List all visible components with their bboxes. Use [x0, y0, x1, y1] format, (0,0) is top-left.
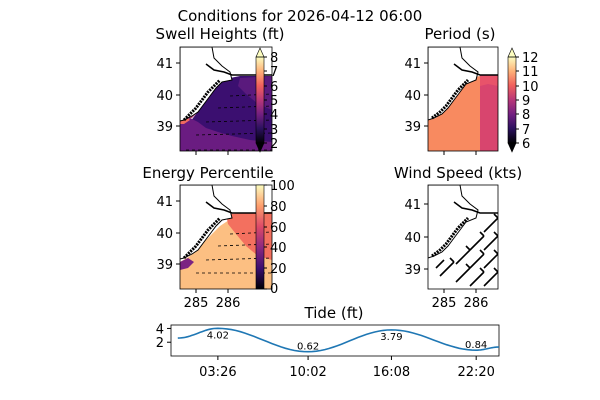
energy-lat-tick: 40	[156, 227, 173, 242]
period-offshore-field	[480, 75, 498, 151]
swell-cbar-tick: 8	[270, 51, 278, 66]
swell-cbar-tick: 2	[270, 137, 278, 152]
period-lat-tick: 41	[404, 57, 421, 72]
tide-y-tick: 2	[156, 336, 164, 351]
energy-cbar-tick: 100	[270, 179, 295, 194]
tide-axes	[170, 324, 500, 357]
period-cbar-tick: 10	[522, 80, 539, 95]
period-cbar-tick: 9	[522, 94, 530, 109]
wind-lon-tick: 286	[464, 296, 489, 311]
swell-cbar-tick: 3	[270, 123, 278, 138]
energy-lon-tick: 285	[184, 296, 209, 311]
period-cbar-tick: 7	[522, 123, 530, 138]
energy-cbar-tick: 60	[270, 221, 287, 236]
energy-cbar-tick: 40	[270, 241, 287, 256]
wind-lat-tick: 39	[404, 263, 421, 278]
period-nearshore-field	[428, 76, 480, 151]
swell-cbar-tick: 4	[270, 108, 278, 123]
tide-x-tick: 10:02	[289, 365, 326, 380]
tide-line	[177, 327, 500, 353]
swell-cbar-tick: 7	[270, 65, 278, 80]
swell-colorbar	[256, 57, 264, 143]
wind-lon-tick: 285	[432, 296, 457, 311]
figure-title: Conditions for 2026-04-12 06:00	[178, 7, 423, 25]
swell-panel: Swell Heights (ft)	[156, 25, 285, 155]
swell-title: Swell Heights (ft)	[156, 25, 285, 43]
energy-lon-tick: 286	[216, 296, 241, 311]
period-cbar-tick: 6	[522, 137, 530, 152]
period-panel: Period (s) 41 40 39 6 7 8 9	[404, 25, 539, 155]
tide-x-tick: 16:08	[373, 365, 410, 380]
period-title: Period (s)	[424, 25, 495, 43]
energy-title: Energy Percentile	[142, 164, 273, 182]
period-lat-tick: 40	[404, 89, 421, 104]
tide-extremum-label: 4.02	[207, 330, 229, 341]
swell-cbar-tick: 6	[270, 80, 278, 95]
period-cbar-tick: 12	[522, 51, 539, 66]
tide-panel: Tide (ft) 24 03:26 10:02 16:08 22:20 4.02 0.…	[156, 304, 500, 380]
energy-lat-tick: 39	[156, 258, 173, 273]
swell-lat-tick: 40	[156, 89, 173, 104]
period-lat-tick: 39	[404, 120, 421, 135]
energy-lat-tick: 41	[156, 195, 173, 210]
wind-lat-tick: 41	[404, 198, 421, 213]
period-colorbar	[508, 57, 516, 143]
tide-y-tick: 4	[156, 322, 164, 337]
tide-extremum-label: 0.84	[465, 340, 487, 351]
energy-cbar-tick: 0	[270, 282, 278, 297]
tide-title: Tide (ft)	[304, 304, 364, 322]
swell-cbar-tick: 5	[270, 94, 278, 109]
tide-x-tick: 03:26	[199, 365, 236, 380]
tide-x-tick: 22:20	[457, 365, 494, 380]
wind-barbs	[435, 213, 498, 287]
period-cbar-tick: 8	[522, 108, 530, 123]
energy-cbar-tick: 20	[270, 262, 287, 277]
wind-title: Wind Speed (kts)	[394, 164, 522, 182]
energy-panel: Energy Percentile 41 40 39	[142, 164, 294, 311]
energy-colorbar	[255, 184, 265, 290]
wind-panel: Wind Speed (kts)	[394, 164, 522, 311]
tide-extremum-label: 3.79	[380, 332, 402, 343]
energy-cbar-tick: 80	[270, 200, 287, 215]
period-cbar-tick: 11	[522, 65, 539, 80]
swell-lat-tick: 39	[156, 120, 173, 135]
swell-lat-tick: 41	[156, 57, 173, 72]
tide-extremum-label: 0.62	[297, 342, 319, 353]
wind-lat-tick: 40	[404, 231, 421, 246]
